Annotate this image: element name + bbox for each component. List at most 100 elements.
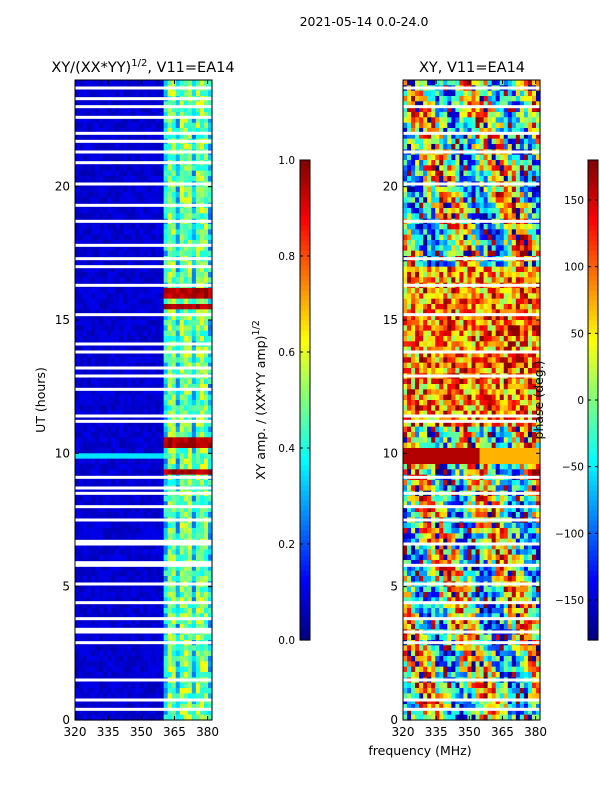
- heatmap-cell: [171, 528, 177, 534]
- heatmap-cell: [95, 592, 100, 598]
- heatmap-cell: [447, 80, 452, 86]
- heatmap-cell: [151, 122, 157, 129]
- heatmap-cell: [207, 453, 213, 460]
- heatmap-cell: [127, 624, 133, 630]
- heatmap-cell: [111, 234, 116, 241]
- heatmap-cell: [75, 389, 80, 396]
- heatmap-cell: [99, 698, 104, 705]
- heatmap-cell: [159, 592, 165, 598]
- heatmap-cell: [79, 144, 84, 150]
- heatmap-cell: [183, 336, 189, 342]
- heatmap-cell: [115, 154, 120, 161]
- heatmap-cell: [75, 613, 80, 620]
- heatmap-cell: [175, 234, 181, 241]
- heatmap-cell: [183, 437, 189, 444]
- heatmap-cell: [127, 389, 133, 396]
- heatmap-cell: [515, 80, 521, 86]
- heatmap-cell: [479, 90, 485, 97]
- heatmap-cell: [467, 138, 473, 145]
- heatmap-cell: [87, 533, 92, 540]
- heatmap-cell: [127, 416, 133, 422]
- heatmap-cell: [175, 229, 181, 236]
- heatmap-cell: [167, 554, 173, 561]
- heatmap-cell: [139, 293, 145, 300]
- heatmap-cell: [83, 586, 88, 593]
- heatmap-cell: [135, 554, 141, 561]
- heatmap-cell: [139, 298, 145, 305]
- heatmap-cell: [143, 368, 149, 374]
- heatmap-cell: [115, 570, 120, 577]
- heatmap-cell: [107, 261, 112, 268]
- heatmap-cell: [155, 298, 161, 305]
- heatmap-cell: [131, 224, 137, 230]
- heatmap-cell: [127, 549, 133, 556]
- y-tick-label: 0: [62, 713, 70, 727]
- heatmap-cell: [111, 357, 116, 364]
- heatmap-cell: [79, 229, 84, 236]
- heatmap-cell: [131, 618, 137, 625]
- heatmap-cell: [423, 138, 428, 145]
- heatmap-cell: [519, 80, 525, 86]
- heatmap-cell: [463, 96, 469, 102]
- amplitude-colorbar-frame: [299, 159, 311, 641]
- heatmap-cell: [187, 608, 193, 614]
- heatmap-cell: [111, 533, 116, 540]
- heatmap-cell: [167, 176, 173, 182]
- heatmap-cell: [111, 144, 116, 150]
- heatmap-cell: [407, 117, 412, 124]
- heatmap-cell: [119, 117, 124, 124]
- heatmap-cell: [163, 666, 169, 673]
- heatmap-cell: [183, 426, 189, 433]
- flagged-row: [75, 617, 212, 621]
- heatmap-cell: [111, 682, 116, 689]
- heatmap-cell: [459, 101, 465, 108]
- heatmap-cell: [163, 176, 169, 182]
- heatmap-cell: [191, 400, 197, 406]
- heatmap-cell: [175, 186, 181, 193]
- heatmap-cell: [143, 224, 149, 230]
- heatmap-cell: [523, 117, 529, 124]
- heatmap-cell: [179, 352, 185, 358]
- heatmap-cell: [175, 144, 181, 150]
- heatmap-cell: [131, 645, 137, 652]
- heatmap-cell: [163, 378, 169, 385]
- heatmap-cell: [79, 645, 84, 652]
- heatmap-cell: [87, 421, 92, 428]
- heatmap-cell: [207, 144, 213, 150]
- heatmap-cell: [195, 602, 201, 609]
- heatmap-cell: [99, 688, 104, 694]
- heatmap-cell: [163, 565, 169, 572]
- heatmap-cell: [207, 352, 213, 358]
- heatmap-cell: [187, 266, 193, 273]
- heatmap-cell: [443, 90, 448, 97]
- heatmap-cell: [135, 384, 141, 390]
- heatmap-cell: [179, 682, 185, 689]
- heatmap-cell: [171, 389, 177, 396]
- heatmap-cell: [175, 165, 181, 172]
- heatmap-cell: [195, 346, 201, 353]
- heatmap-cell: [131, 448, 137, 454]
- heatmap-cell: [167, 634, 173, 641]
- heatmap-cell: [511, 144, 517, 150]
- heatmap-cell: [111, 437, 116, 444]
- heatmap-cell: [191, 565, 197, 572]
- heatmap-cell: [199, 442, 205, 449]
- heatmap-cell: [487, 144, 493, 150]
- heatmap-cell: [143, 400, 149, 406]
- heatmap-cell: [179, 357, 185, 364]
- heatmap-cell: [483, 154, 489, 161]
- heatmap-cell: [207, 410, 213, 417]
- heatmap-cell: [167, 346, 173, 353]
- heatmap-cell: [155, 645, 161, 652]
- heatmap-cell: [91, 330, 96, 337]
- heatmap-cell: [515, 112, 521, 118]
- heatmap-cell: [79, 442, 84, 449]
- heatmap-cell: [203, 464, 209, 470]
- y-tick-label: 10: [55, 446, 70, 460]
- heatmap-cell: [179, 608, 185, 614]
- heatmap-cell: [87, 554, 92, 561]
- heatmap-cell: [495, 117, 501, 124]
- heatmap-cell: [191, 592, 197, 598]
- heatmap-cell: [139, 176, 145, 182]
- heatmap-cell: [183, 389, 189, 396]
